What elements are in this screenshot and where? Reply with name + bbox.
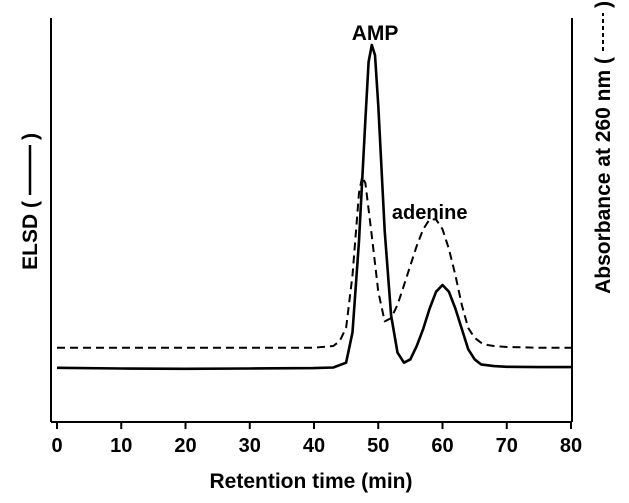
x-tick-label: 10 [110, 435, 132, 457]
x-tick-label: 70 [496, 435, 518, 457]
left-y-label-text: ELSD ( [19, 201, 42, 270]
plot-frame [50, 18, 573, 423]
right-y-label-text: Absorbance at 260 nm ( [592, 57, 615, 294]
series-layer [56, 43, 571, 371]
x-axis-label: Retention time (min) [210, 470, 413, 493]
x-tick-label: 20 [174, 435, 196, 457]
annotation-amp-label: AMP [352, 22, 399, 45]
absorbance-series-line [57, 175, 571, 349]
x-tick-labels: 0 10 20 30 40 50 60 70 80 [51, 435, 582, 457]
x-tick-label: 80 [560, 435, 582, 457]
x-tick-label: 60 [431, 435, 453, 457]
annotation-adenine-label: adenine [392, 202, 468, 224]
x-ticks [56, 422, 572, 429]
annotations: AMP adenine [352, 22, 468, 224]
right-y-label-close: ) [592, 1, 615, 8]
left-y-label-close: ) [19, 133, 42, 140]
left-y-axis-label: ELSD ( ) [19, 133, 42, 270]
right-y-axis-label: Absorbance at 260 nm ( ) [592, 1, 615, 294]
x-tick-label: 50 [367, 435, 389, 457]
elsd-series-line [56, 43, 571, 371]
x-tick-label: 0 [51, 435, 62, 457]
x-tick-label: 40 [303, 435, 325, 457]
x-tick-label: 30 [239, 435, 261, 457]
